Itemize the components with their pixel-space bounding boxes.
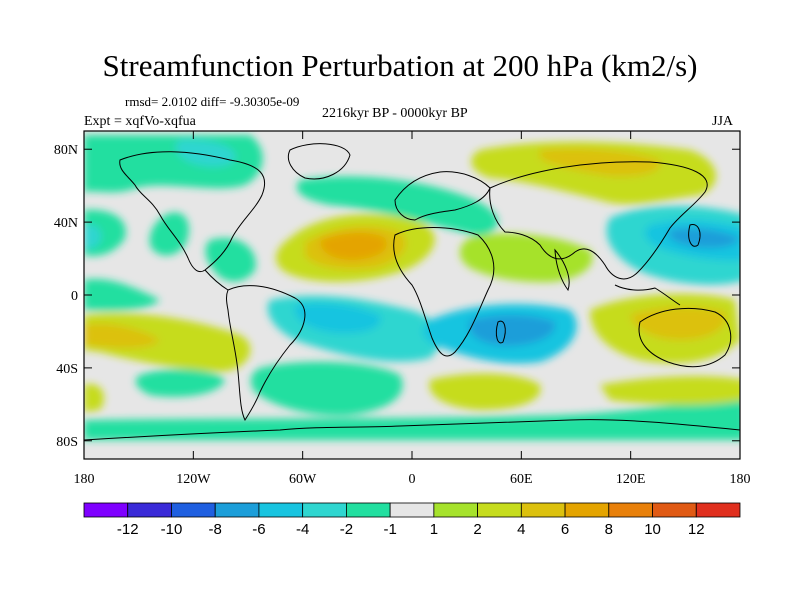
lon-tick-label: 60E <box>510 472 533 487</box>
colorbar-label: 10 <box>644 521 661 538</box>
contour-sind-low-core <box>469 314 556 346</box>
colorbar-swatch <box>520 502 566 518</box>
period-label: 2216kyr BP - 0000kyr BP <box>322 106 468 121</box>
coast-central-america <box>204 269 229 291</box>
lon-tick-label: 0 <box>409 472 416 487</box>
colorbar-label: -10 <box>161 521 183 538</box>
colorbar: -12 -10 -8 -6 -4 -2 -1 1 2 4 6 8 10 12 <box>83 502 741 538</box>
contour-sind-high <box>429 373 541 410</box>
stats-line: rmsd= 2.0102 diff= -9.30305e-09 <box>125 94 300 109</box>
colorbar-swatch <box>302 502 347 518</box>
colorbar-swatch <box>171 502 216 518</box>
map-field <box>84 131 750 459</box>
colorbar-label: 2 <box>473 521 481 538</box>
coast-australia <box>638 307 732 368</box>
colorbar-swatch <box>564 502 610 518</box>
contour-satl-band <box>250 361 403 416</box>
colorbar-label: 6 <box>561 521 569 538</box>
chart-title: Streamfunction Perturbation at 200 hPa (… <box>102 48 698 83</box>
contour-npac-cyan <box>84 224 102 250</box>
lat-tick-label: 80N <box>54 143 78 158</box>
contour-sio-high <box>600 376 740 405</box>
lon-tick-label: 120E <box>616 472 646 487</box>
latitude-axis: 80N 40N 0 40S 80S <box>54 143 740 450</box>
contour-atl-high-max <box>320 232 387 260</box>
contour-npac-low2 <box>149 212 189 256</box>
contour-tropics-neg <box>84 279 160 311</box>
coast-japan <box>688 223 701 247</box>
contour-sw-high <box>84 384 105 412</box>
coast-new-zealand <box>744 365 750 392</box>
lat-tick-label: 0 <box>71 289 78 304</box>
contour-spac-low <box>135 368 225 397</box>
colorbar-label: 4 <box>517 521 525 538</box>
contour-so-band <box>84 395 740 440</box>
colorbar-swatch <box>477 502 522 518</box>
colorbar-label: 8 <box>605 521 613 538</box>
colorbar-label: -4 <box>296 521 309 538</box>
contour-wpac-low-max <box>668 228 740 248</box>
colorbar-label: -8 <box>209 521 222 538</box>
contour-sepac-high-core <box>84 323 160 349</box>
colorbar-label: -1 <box>383 521 396 538</box>
colorbar-label: 12 <box>688 521 705 538</box>
lon-tick-label: 120W <box>176 472 211 487</box>
coast-greenland <box>287 143 351 180</box>
contour-epac-low <box>205 238 256 282</box>
coast-asia <box>489 161 708 280</box>
coast-north-america <box>119 151 266 273</box>
lon-tick-label: 180 <box>74 472 95 487</box>
contour-nh-polar-neg2 <box>296 176 499 236</box>
colorbar-label: -6 <box>252 521 265 538</box>
expt-label: Expt = xqfVo-xqfua <box>84 114 196 129</box>
colorbar-label: -12 <box>117 521 139 538</box>
coastlines <box>84 143 750 441</box>
lat-tick-label: 40S <box>56 362 78 377</box>
colorbar-swatch <box>652 502 697 518</box>
coast-madagascar <box>495 320 506 344</box>
coast-se-asia <box>614 284 681 306</box>
colorbar-swatch <box>345 502 391 518</box>
lon-tick-label: 180 <box>730 472 751 487</box>
contour-aus-high-core <box>630 307 726 340</box>
lat-tick-label: 80S <box>56 435 78 450</box>
season-label: JJA <box>712 114 734 129</box>
colorbar-label: -2 <box>340 521 353 538</box>
colorbar-swatch <box>695 502 741 518</box>
coast-antarctica <box>84 419 740 441</box>
coast-south-america <box>226 285 306 422</box>
colorbar-swatch <box>389 502 435 518</box>
colorbar-swatch <box>433 502 479 518</box>
longitude-axis: 180 120W 60W 0 60E 120E 180 <box>74 131 751 487</box>
coast-india <box>554 248 570 292</box>
contour-nh-polar-neg <box>84 135 263 193</box>
colorbar-swatch <box>83 502 129 518</box>
contour-africa-high <box>459 233 593 283</box>
colorbar-swatch <box>258 502 304 518</box>
contour-nh-polar-cyan <box>175 139 236 167</box>
lon-tick-label: 60W <box>289 472 317 487</box>
colorbar-swatch <box>608 502 653 518</box>
contour-nh-high-core <box>540 148 661 177</box>
coast-europe <box>394 171 491 221</box>
contour-satl-low-core <box>294 303 381 334</box>
colorbar-swatch <box>214 502 260 518</box>
lat-tick-label: 40N <box>54 216 78 231</box>
colorbar-swatch <box>127 502 172 518</box>
colorbar-label: 1 <box>430 521 438 538</box>
coast-africa <box>393 227 495 357</box>
